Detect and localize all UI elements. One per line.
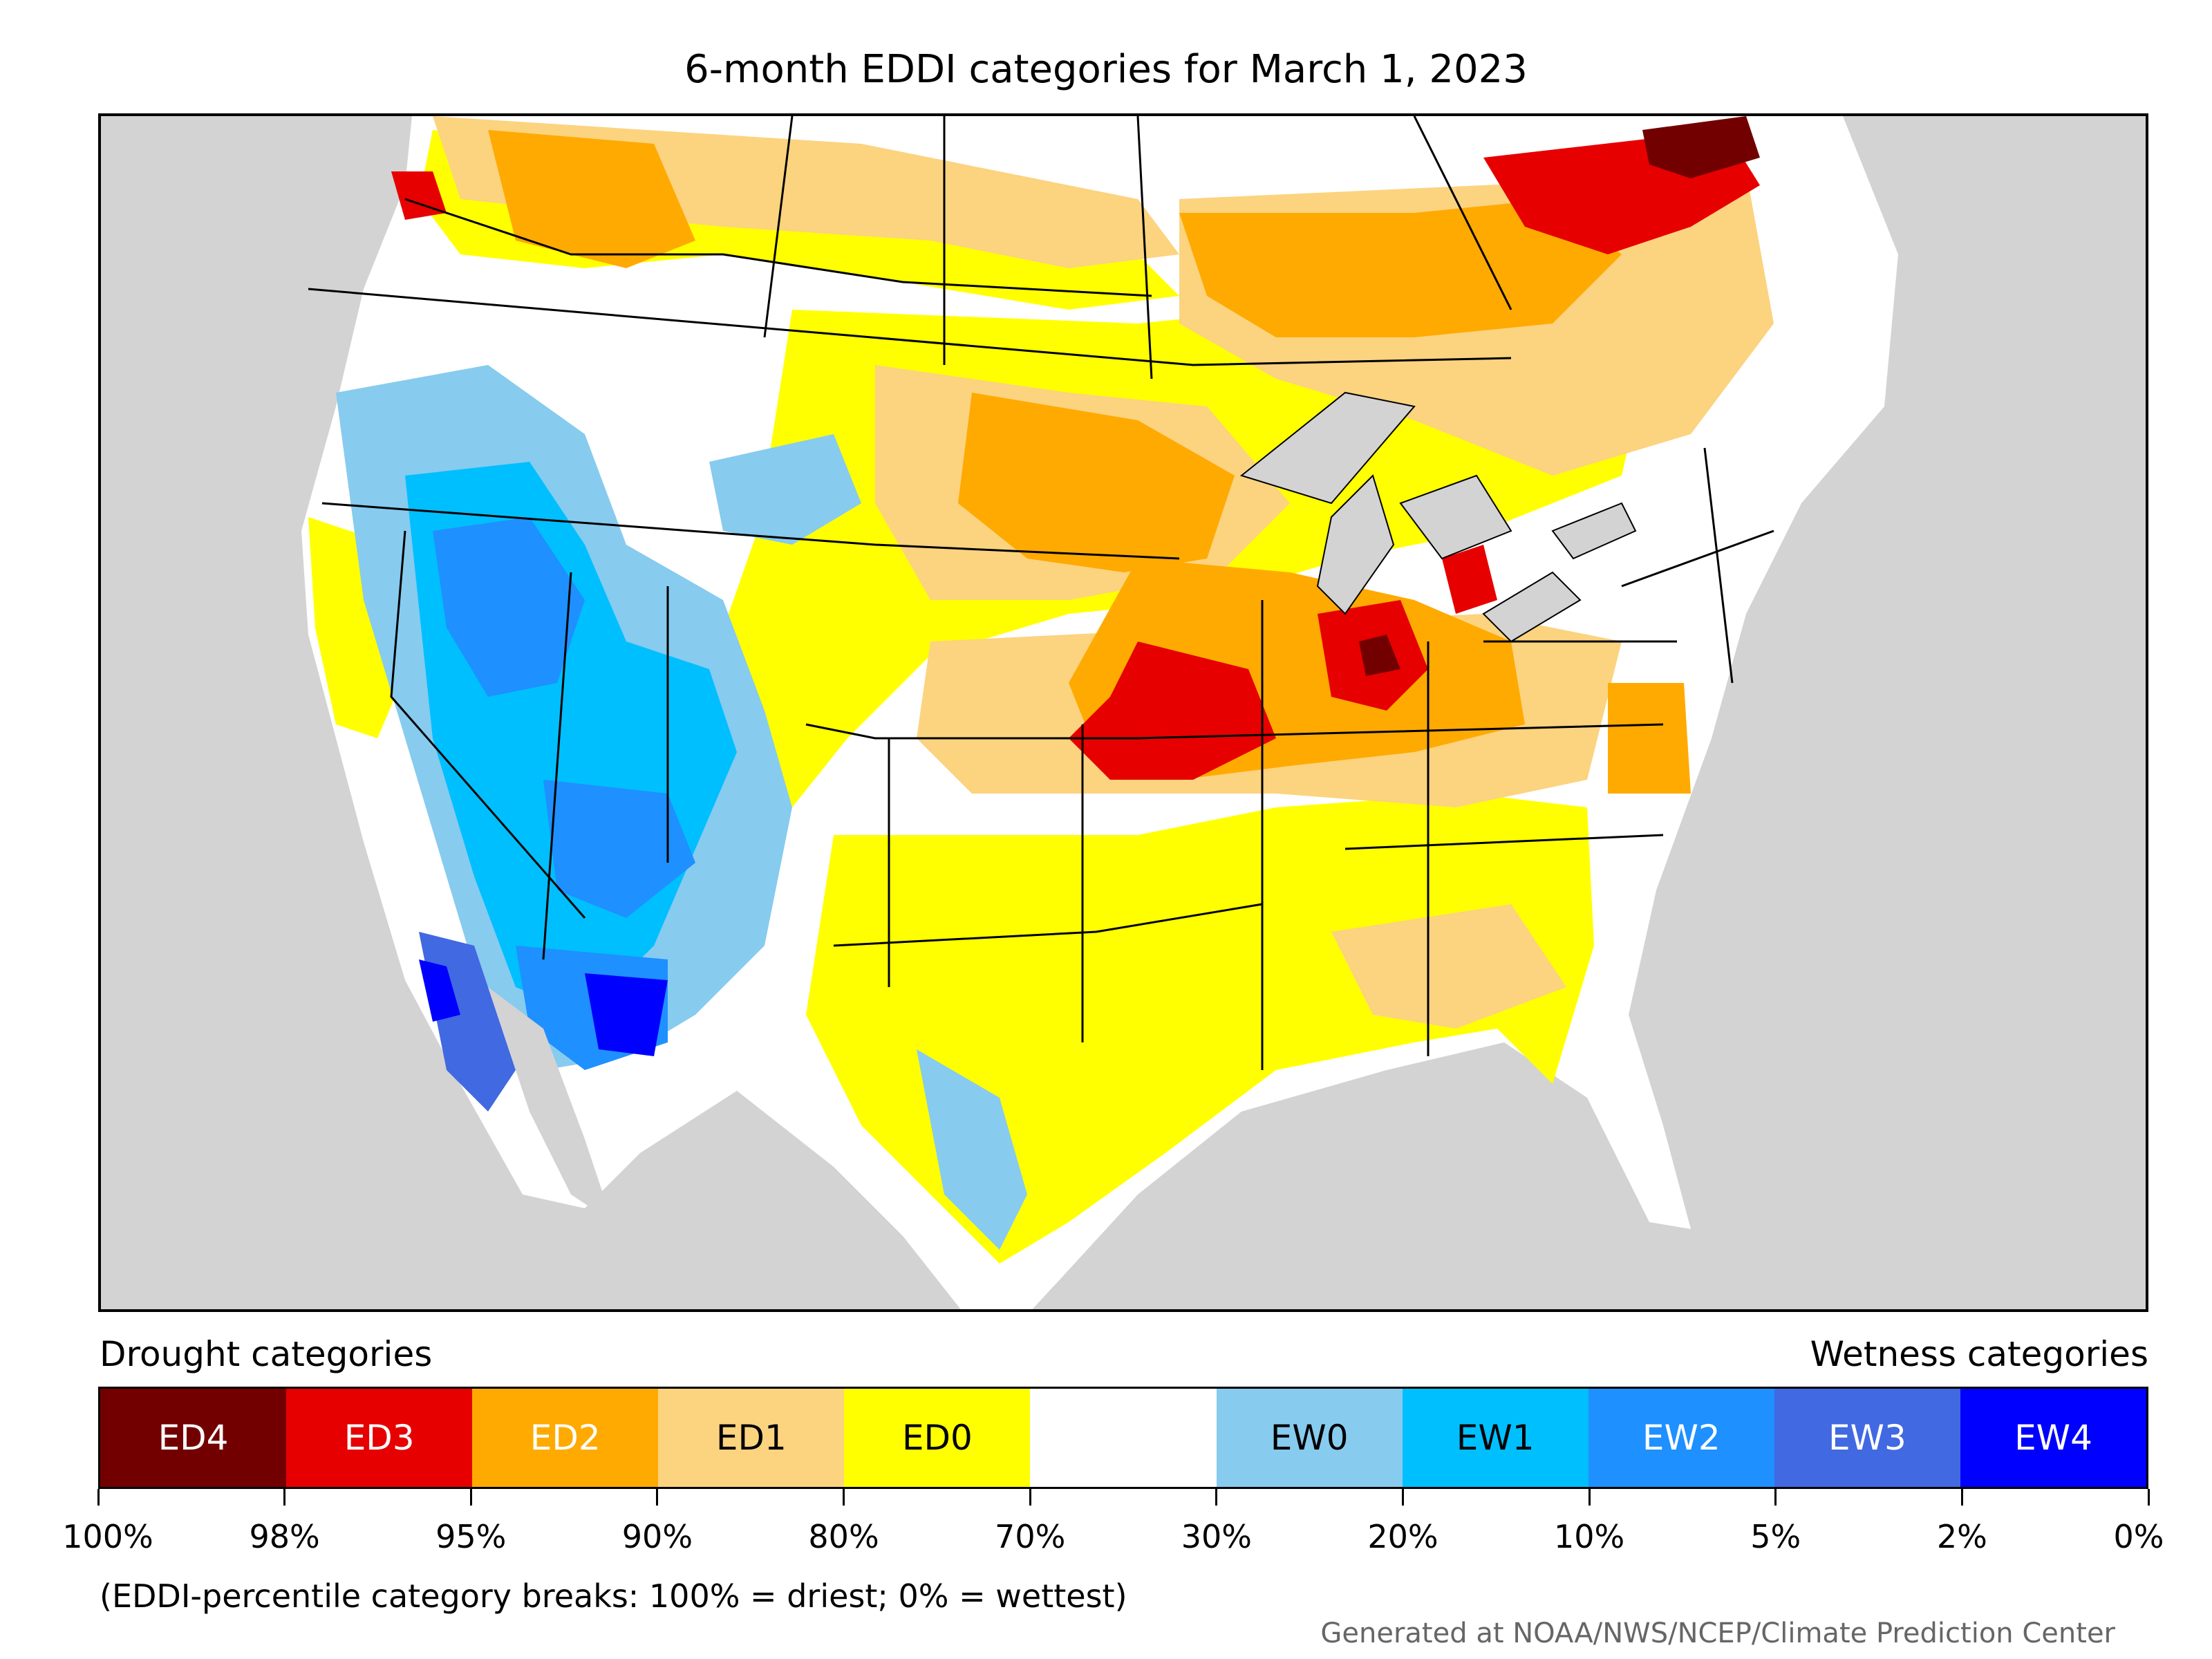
colorbar-tick [1774,1489,1777,1506]
colorbar-tick-label: 5% [1750,1518,1801,1555]
map-graphic [301,116,1898,1309]
eddi-map [98,113,2148,1312]
colorbar-tick [843,1489,845,1506]
colorbar-tick [1029,1489,1031,1506]
category-swatch-ew3: EW3 [1774,1389,1960,1487]
colorbar-tick-label: 70% [995,1518,1066,1555]
colorbar-tick-label: 2% [1936,1518,1987,1555]
gulf-of-california [488,987,612,1222]
colorbar-tick [1960,1489,1963,1506]
colorbar-tick-label: 0% [2113,1518,2164,1555]
category-swatch-ed3: ED3 [286,1389,473,1487]
colorbar-tick [283,1489,286,1506]
ew4-regions [419,959,668,1056]
colorbar-tick-label: 80% [808,1518,879,1555]
category-colorbar: ED4 ED3 ED2 ED1 ED0 EW0 EW1 EW2 EW3 EW4 [98,1387,2148,1489]
category-break-note: (EDDI-percentile category breaks: 100% =… [100,1577,1127,1615]
ed4-regions [1359,116,1760,676]
boundary-lines [308,116,1774,1070]
drought-categories-label: Drought categories [100,1334,433,1374]
colorbar-tick [97,1489,100,1506]
category-swatch-ed1: ED1 [658,1389,845,1487]
colorbar-tick-label: 30% [1181,1518,1252,1555]
colorbar-tick-label: 100% [62,1518,153,1555]
colorbar-tick-label: 20% [1367,1518,1438,1555]
category-swatch-ew1: EW1 [1402,1389,1588,1487]
category-swatch-ew4: EW4 [1960,1389,2147,1487]
colorbar-tick [1401,1489,1404,1506]
category-swatch-ew0: EW0 [1216,1389,1403,1487]
colorbar-tick [1588,1489,1591,1506]
category-swatch-none [1030,1389,1217,1487]
colorbar-tick [2147,1489,2150,1506]
colorbar-tick-label: 98% [249,1518,320,1555]
great-lakes [1239,391,1637,643]
category-swatch-ed0: ED0 [844,1389,1031,1487]
colorbar-tick [656,1489,659,1506]
map-title: 6-month EDDI categories for March 1, 202… [684,47,1528,92]
colorbar-tick-label: 10% [1553,1518,1625,1555]
colorbar-tick-label: 95% [435,1518,507,1555]
credit-line: Generated at NOAA/NWS/NCEP/Climate Predi… [1320,1618,2115,1649]
colorbar-tick [469,1489,472,1506]
category-swatch-ed4: ED4 [100,1389,287,1487]
wetness-categories-label: Wetness categories [1810,1334,2148,1374]
category-swatch-ew2: EW2 [1588,1389,1774,1487]
colorbar-tick-label: 90% [621,1518,693,1555]
category-swatch-ed2: ED2 [472,1389,659,1487]
colorbar-tick [1215,1489,1218,1506]
colorbar-ticks [97,1489,2150,1510]
